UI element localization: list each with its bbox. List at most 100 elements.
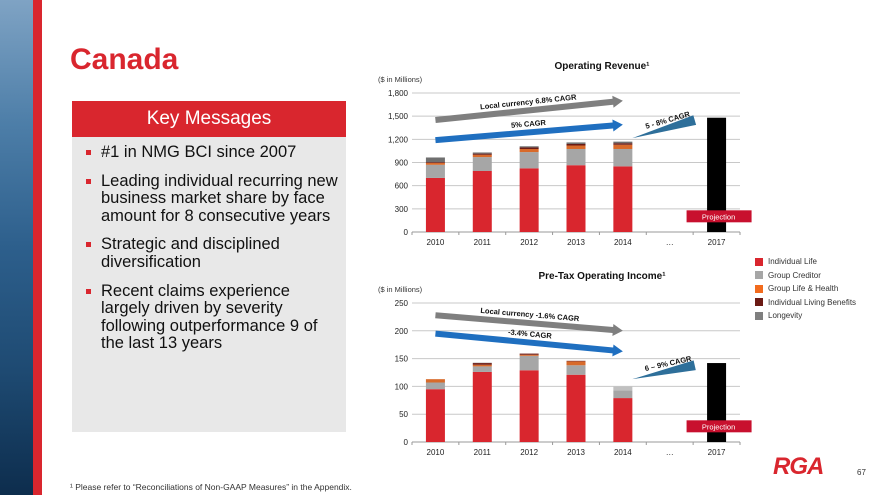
cagr-arrow: -3.4% CAGR (435, 327, 623, 357)
bar-segment-individual-living-benefits (566, 143, 586, 146)
bar-segment-individual-life (519, 168, 539, 232)
bar-segment-group-life-health (472, 154, 492, 158)
projection-bar (707, 117, 727, 232)
x-tick-label: 2014 (614, 238, 632, 247)
bar-segment-group-creditor (519, 355, 539, 371)
projection-label: Projection (702, 212, 735, 221)
operating-revenue-chart: Operating Revenue¹ ($ in Millions) 0 300 600… (378, 61, 752, 247)
x-tick-label: 2011 (474, 238, 492, 247)
bar-segment-longevity (613, 386, 633, 391)
bar-segment-group-life-health (613, 144, 633, 149)
key-message-item: Leading individual recurring new busines… (86, 172, 340, 226)
bar-segment-longevity (425, 157, 445, 163)
bar-segment-individual-life (566, 374, 586, 442)
x-tick-label: 2011 (474, 448, 492, 457)
wedge-shape (632, 360, 696, 380)
decorative-side-image (0, 0, 33, 495)
bar-segment-group-creditor (472, 157, 492, 171)
bullet-icon (86, 288, 91, 294)
legend-item: Group Life & Health (755, 282, 856, 296)
bar-segment-group-creditor (425, 164, 445, 178)
bar-segment-individual-living-benefits (472, 363, 492, 365)
page-number: 67 (857, 468, 866, 477)
bar-segment-individual-life (425, 177, 445, 232)
y-tick-label: 1,200 (388, 135, 409, 144)
bar-segment-individual-living-benefits (472, 153, 492, 155)
x-tick-label: 2012 (520, 238, 538, 247)
bar-segment-group-creditor (472, 366, 492, 372)
slide-title: Canada (70, 43, 179, 76)
bar-segment-longevity (613, 141, 633, 144)
bar-segment-longevity (519, 146, 539, 148)
bar-segment-individual-life (472, 170, 492, 232)
bar-segment-group-life-health (566, 361, 586, 366)
arrow-shape (435, 312, 623, 336)
y-tick-label: 200 (395, 327, 409, 336)
projected-cagr-wedge: 5 - 8% CAGR (632, 109, 697, 139)
arrow-shape (435, 119, 623, 144)
x-tick-label: 2013 (567, 448, 585, 457)
bar-segment-group-life-health (566, 145, 586, 149)
y-tick-label: 100 (395, 382, 409, 391)
arrow-shape (435, 330, 623, 357)
x-tick-label: 2017 (708, 448, 726, 457)
bar-segment-group-life-health (425, 162, 445, 165)
side-accent-bar (33, 0, 42, 495)
key-message-item: Recent claims experience largely driven … (86, 282, 340, 353)
bar-segment-individual-life (613, 398, 633, 442)
x-tick-label: 2014 (614, 448, 632, 457)
cagr-label: 5% CAGR (511, 118, 547, 130)
key-messages-panel: Key Messages #1 in NMG BCI since 2007 Le… (72, 101, 346, 432)
unit-label: ($ in Millions) (378, 75, 423, 84)
bar-segment-individual-living-benefits (613, 143, 633, 145)
bar-segment-individual-living-benefits (519, 147, 539, 149)
legend-swatch (755, 257, 763, 266)
bar-segment-individual-living-benefits (566, 360, 586, 362)
bar-segment-longevity (472, 152, 492, 154)
unit-label: ($ in Millions) (378, 285, 423, 294)
bar-segment-group-creditor (519, 152, 539, 169)
y-tick-label: 1,500 (388, 112, 409, 121)
x-tick-label: … (666, 238, 674, 247)
y-tick-label: 250 (395, 299, 409, 308)
legend-swatch (755, 298, 763, 307)
legend-item: Individual Life (755, 255, 856, 269)
legend-item: Longevity (755, 309, 856, 323)
bullet-icon (86, 242, 91, 248)
x-tick-label: 2013 (567, 238, 585, 247)
y-tick-label: 900 (395, 159, 409, 168)
bullet-icon (86, 178, 91, 184)
bar-segment-group-life-health (519, 148, 539, 153)
key-message-item: #1 in NMG BCI since 2007 (86, 143, 340, 162)
projection-badge (686, 210, 752, 223)
bar-segment-group-creditor (613, 148, 633, 167)
y-tick-label: 1,800 (388, 89, 409, 98)
bar-segment-group-life-health (425, 379, 445, 383)
bar-segment-individual-life (519, 370, 539, 442)
x-tick-label: 2017 (708, 238, 726, 247)
rga-logo: RGA (773, 453, 824, 480)
projection-badge (686, 420, 752, 433)
bar-segment-individual-life (472, 371, 492, 442)
y-tick-label: 600 (395, 182, 409, 191)
legend-swatch (755, 311, 763, 320)
bar-segment-longevity (566, 142, 586, 144)
pretax-income-chart: Pre-Tax Operating Income¹ ($ in Millions)… (378, 271, 752, 457)
bullet-icon (86, 150, 91, 155)
y-tick-label: 50 (399, 410, 408, 419)
bar-segment-individual-life (566, 165, 586, 232)
arrow-shape (435, 95, 623, 124)
chart-legend: Individual Life Group Creditor Group Lif… (755, 255, 856, 323)
cagr-label: -3.4% CAGR (508, 327, 553, 340)
y-tick-label: 0 (404, 438, 409, 447)
bar-segment-group-creditor (425, 382, 445, 390)
bar-segment-group-creditor (566, 365, 586, 375)
y-tick-label: 0 (404, 228, 409, 237)
bar-segment-individual-living-benefits (519, 353, 539, 355)
key-messages-heading: Key Messages (72, 101, 346, 137)
y-tick-label: 150 (395, 355, 409, 364)
x-tick-label: … (666, 448, 674, 457)
key-message-item: Strategic and disciplined diversificatio… (86, 236, 340, 271)
wedge-shape (632, 115, 697, 139)
bar-segment-longevity (472, 362, 492, 364)
